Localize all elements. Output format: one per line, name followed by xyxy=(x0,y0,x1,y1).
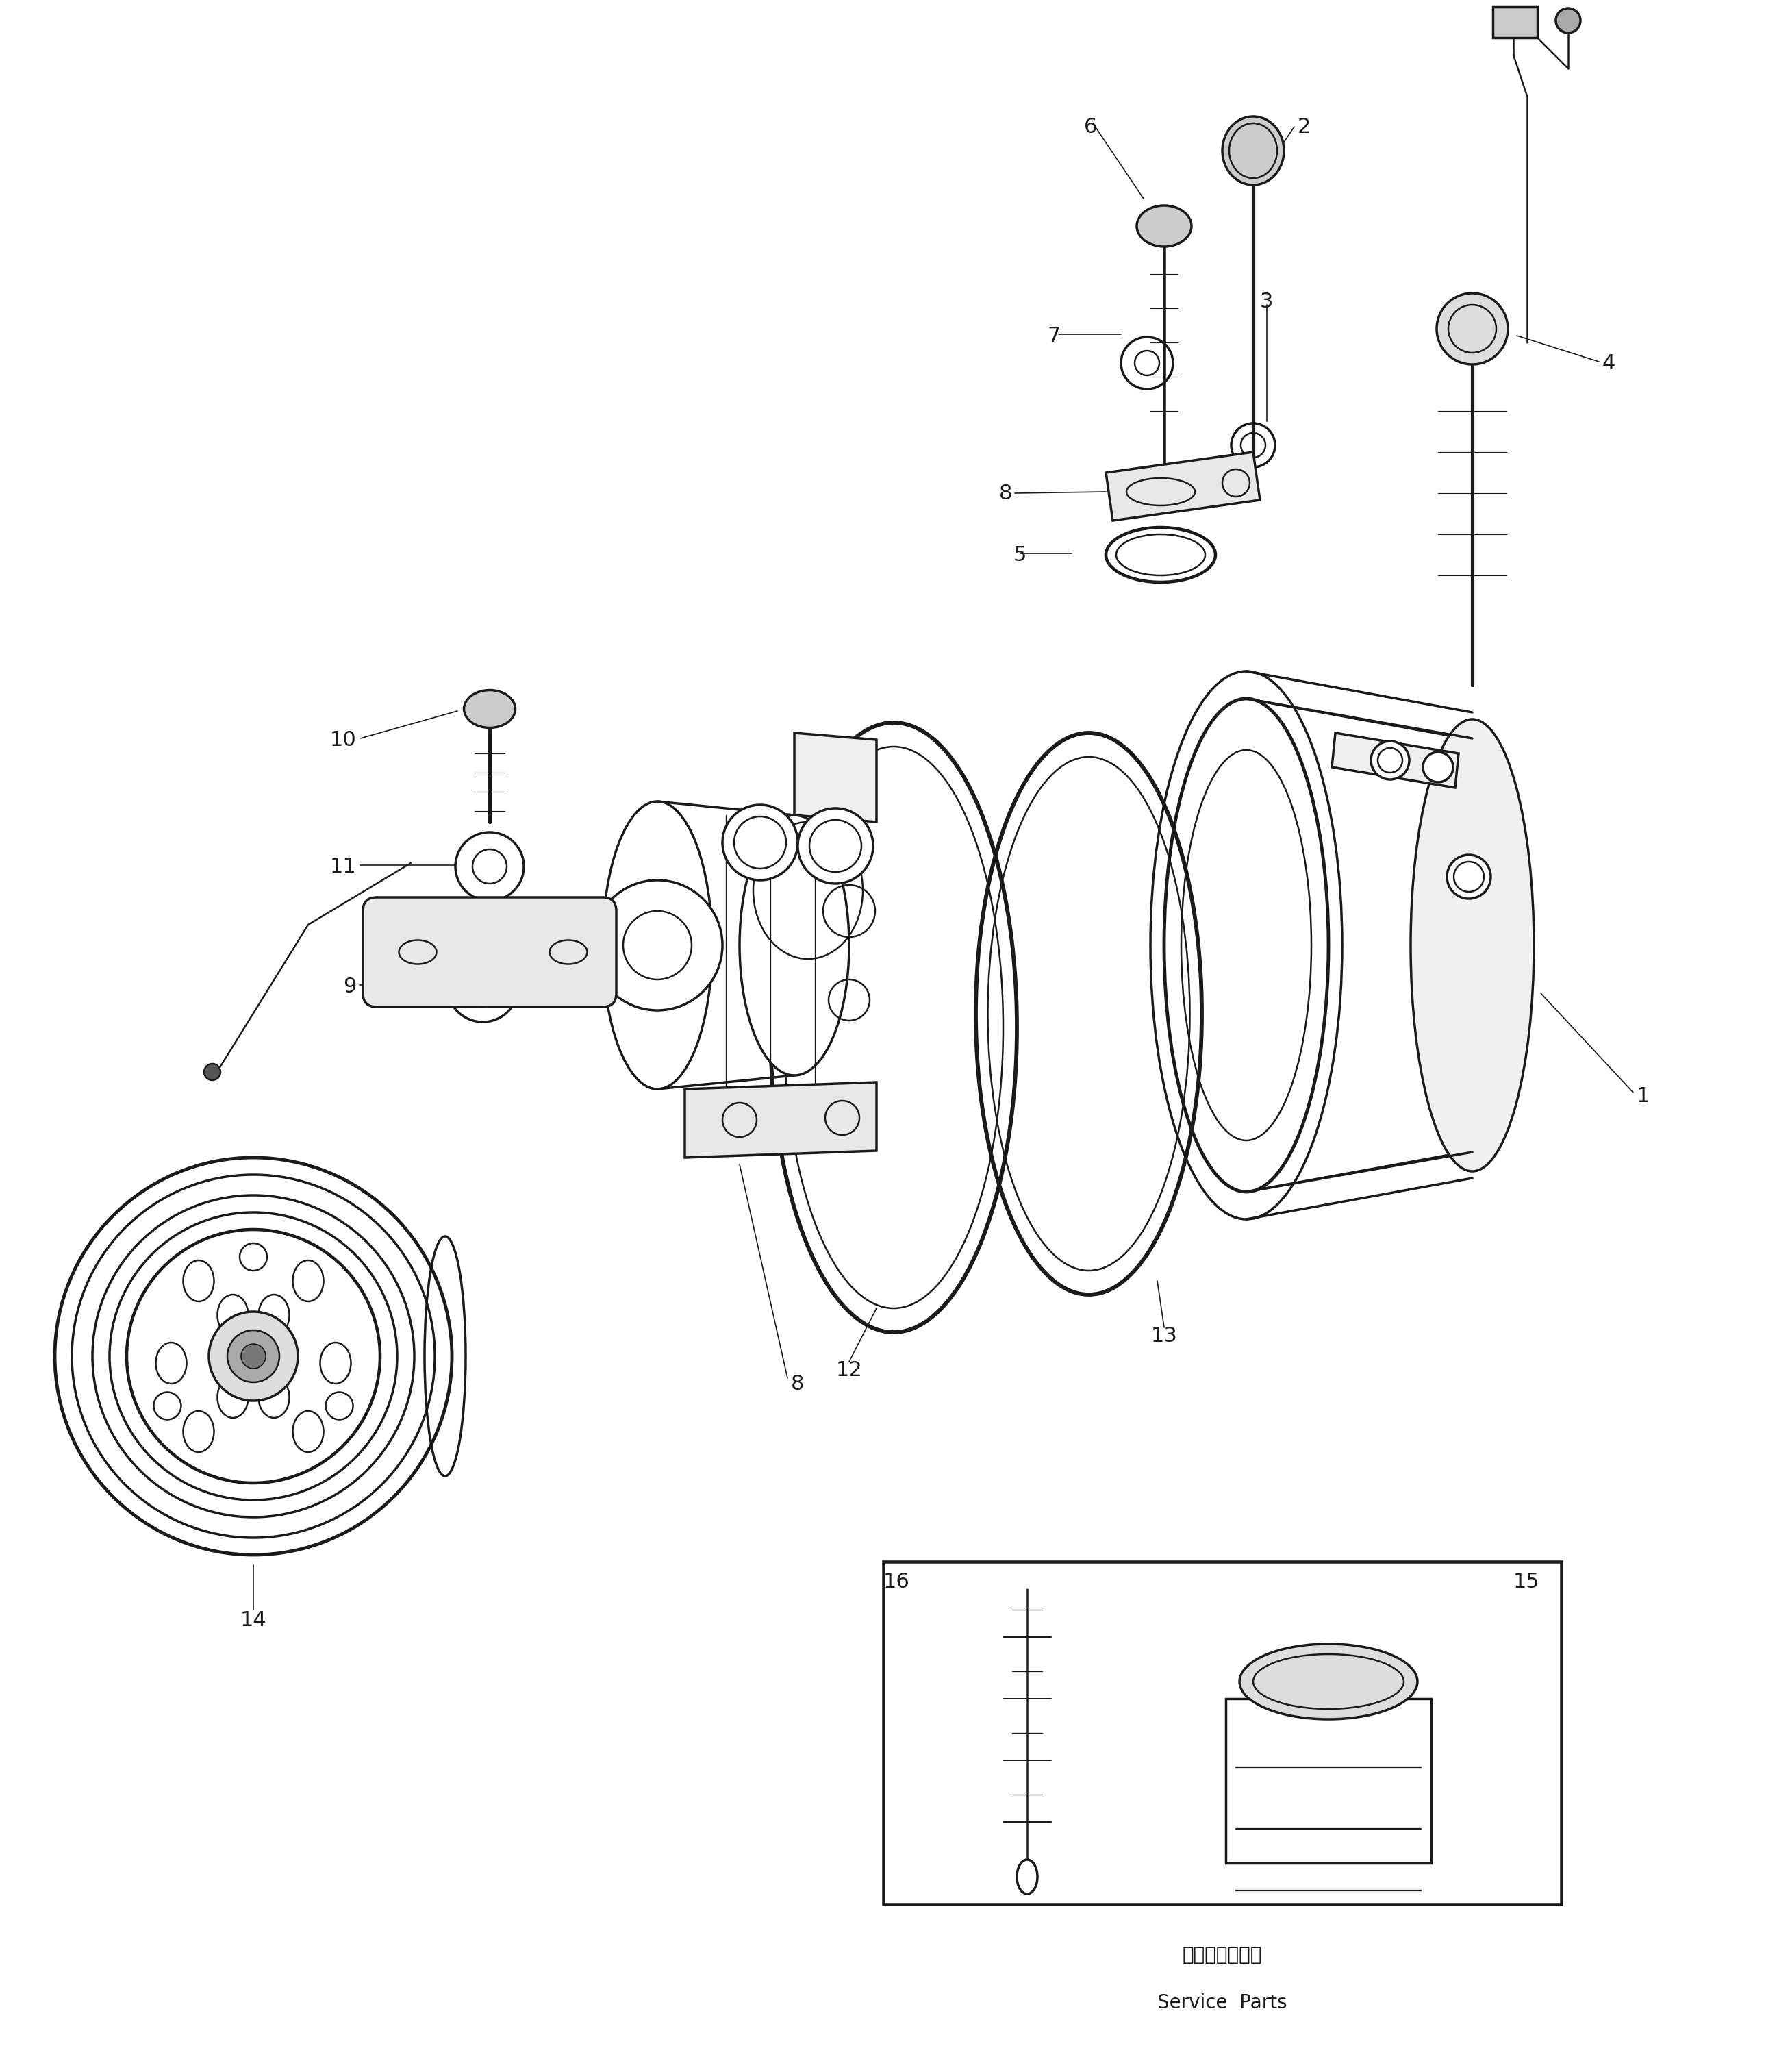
Ellipse shape xyxy=(1164,698,1328,1191)
Circle shape xyxy=(209,1312,297,1401)
Text: 15: 15 xyxy=(1513,1573,1539,1591)
Circle shape xyxy=(723,804,798,881)
Text: 2: 2 xyxy=(1298,116,1310,137)
Polygon shape xyxy=(795,733,877,823)
Ellipse shape xyxy=(603,802,712,1090)
Text: 7: 7 xyxy=(1047,325,1061,346)
Circle shape xyxy=(1446,856,1491,899)
Circle shape xyxy=(798,808,874,883)
Ellipse shape xyxy=(1017,1861,1038,1894)
Text: 11: 11 xyxy=(329,856,356,876)
Text: 10: 10 xyxy=(329,729,356,750)
Ellipse shape xyxy=(1223,116,1283,184)
Text: 4: 4 xyxy=(1602,352,1616,373)
Bar xyxy=(882,1562,1561,1904)
Text: 12: 12 xyxy=(836,1359,863,1380)
Text: 6: 6 xyxy=(1085,116,1097,137)
Circle shape xyxy=(1437,292,1507,365)
Bar xyxy=(1226,1699,1432,1863)
Polygon shape xyxy=(1332,733,1459,787)
Text: 3: 3 xyxy=(1260,292,1273,311)
Ellipse shape xyxy=(1239,1643,1418,1720)
Text: 1: 1 xyxy=(1636,1086,1650,1106)
Circle shape xyxy=(127,1229,379,1484)
Text: 9: 9 xyxy=(344,976,356,997)
Bar xyxy=(1493,6,1538,37)
Text: 16: 16 xyxy=(882,1573,909,1591)
Ellipse shape xyxy=(464,690,516,727)
Text: 13: 13 xyxy=(1151,1326,1178,1345)
Polygon shape xyxy=(686,1082,877,1158)
Text: 8: 8 xyxy=(791,1374,804,1394)
Polygon shape xyxy=(1106,452,1260,520)
Circle shape xyxy=(1371,742,1409,779)
Text: 5: 5 xyxy=(1013,545,1027,566)
Circle shape xyxy=(1556,8,1581,33)
Text: 8: 8 xyxy=(999,483,1011,503)
FancyBboxPatch shape xyxy=(363,897,616,1007)
Circle shape xyxy=(204,1063,220,1080)
Text: 14: 14 xyxy=(240,1610,267,1631)
Circle shape xyxy=(242,1345,265,1368)
Ellipse shape xyxy=(739,814,848,1075)
Circle shape xyxy=(227,1330,279,1382)
Text: サービスハーツ: サービスハーツ xyxy=(1183,1946,1262,1964)
Text: Service  Parts: Service Parts xyxy=(1158,1993,1287,2012)
Ellipse shape xyxy=(1411,719,1534,1171)
Circle shape xyxy=(592,881,723,1011)
Circle shape xyxy=(1423,752,1453,783)
Ellipse shape xyxy=(1137,205,1192,247)
